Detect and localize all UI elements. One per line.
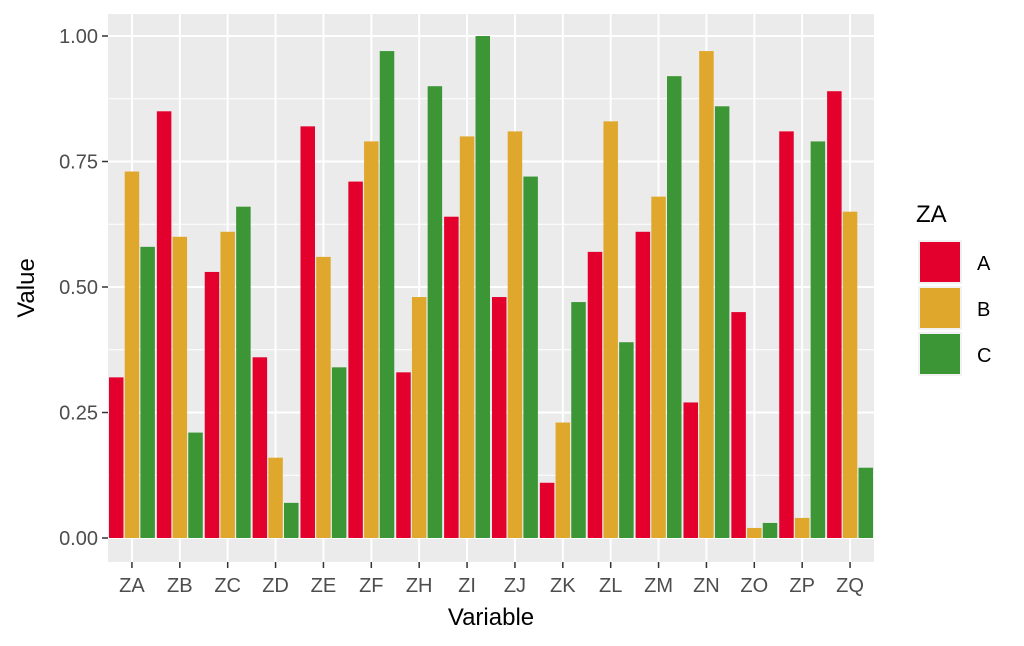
- x-tick-label: ZK: [550, 575, 576, 597]
- x-tick-label: ZE: [311, 575, 337, 597]
- x-tick-label: ZO: [740, 575, 768, 597]
- legend-items: A B C: [918, 240, 991, 376]
- bar-ZO-A: [731, 312, 746, 538]
- bar-ZD-B: [268, 457, 283, 538]
- bars-group: [108, 36, 874, 539]
- bar-ZI-B: [459, 136, 475, 538]
- bar-ZI-C: [475, 36, 491, 538]
- bar-ZN-B: [699, 51, 714, 539]
- x-tick-label: ZB: [167, 575, 193, 597]
- y-tick-label: 1.00: [59, 26, 98, 48]
- bar-ZJ-C: [523, 176, 538, 538]
- bar-ZP-A: [779, 131, 794, 538]
- legend-swatch-B: [920, 288, 960, 328]
- bar-ZA-B: [124, 171, 140, 539]
- bar-ZM-B: [651, 196, 666, 538]
- x-tick-label: ZL: [599, 575, 622, 597]
- bar-ZP-B: [794, 517, 810, 538]
- bar-ZC-B: [220, 231, 235, 538]
- x-tick-label: ZA: [119, 575, 145, 597]
- x-tick-label: ZI: [458, 575, 476, 597]
- x-tick-label: ZM: [644, 575, 673, 597]
- bar-ZH-A: [396, 372, 411, 538]
- bar-ZO-B: [747, 527, 762, 538]
- bar-ZQ-B: [842, 211, 858, 538]
- x-tick-label: ZD: [262, 575, 289, 597]
- bar-ZD-A: [252, 357, 268, 538]
- bar-ZA-C: [140, 246, 155, 538]
- bar-ZK-A: [539, 482, 555, 538]
- x-axis: ZA ZB ZC ZD ZE ZF ZH ZI ZJ ZK ZL ZM ZN ZO ZP ZQ: [119, 562, 864, 597]
- bar-ZP-C: [810, 141, 826, 539]
- x-tick-label: ZP: [789, 575, 815, 597]
- bar-ZM-A: [635, 231, 651, 538]
- bar-ZB-C: [188, 432, 203, 538]
- x-tick-label: ZF: [359, 575, 383, 597]
- bar-ZH-B: [411, 297, 427, 538]
- bar-ZL-A: [587, 251, 603, 539]
- bar-ZN-A: [683, 402, 698, 538]
- bar-ZF-A: [348, 181, 363, 538]
- x-tick-label: ZQ: [836, 575, 864, 597]
- bar-ZL-C: [619, 342, 634, 538]
- x-tick-label: ZC: [214, 575, 241, 597]
- y-tick-label: 0.00: [59, 528, 98, 550]
- bar-ZE-B: [316, 256, 331, 538]
- y-tick-label: 0.25: [59, 403, 98, 425]
- bar-ZK-C: [571, 302, 586, 538]
- x-tick-label: ZN: [693, 575, 720, 597]
- bar-ZF-C: [379, 51, 395, 539]
- bar-ZF-B: [364, 141, 379, 539]
- y-tick-label: 0.75: [59, 152, 98, 174]
- bar-ZC-C: [236, 206, 251, 538]
- bar-ZD-C: [284, 502, 299, 538]
- legend-swatch-C: [920, 334, 960, 374]
- legend-swatch-A: [920, 242, 960, 282]
- bar-ZE-C: [331, 367, 347, 538]
- legend-label-A: A: [977, 253, 991, 275]
- y-axis-title: Value: [13, 258, 40, 318]
- bar-ZK-B: [555, 422, 571, 538]
- bar-ZQ-C: [858, 467, 874, 538]
- legend-title: ZA: [916, 201, 947, 228]
- bar-ZA-A: [108, 377, 124, 538]
- bar-ZM-C: [667, 76, 682, 538]
- bar-ZE-A: [300, 126, 315, 539]
- y-tick-label: 0.50: [59, 277, 98, 299]
- bar-ZL-B: [603, 121, 618, 538]
- legend-label-B: B: [977, 299, 990, 321]
- legend-label-C: C: [977, 345, 991, 367]
- y-axis: 0.00 0.25 0.50 0.75 1.00: [59, 26, 108, 550]
- bar-ZH-C: [427, 86, 443, 538]
- legend: ZA A B C: [916, 201, 991, 376]
- bar-ZQ-A: [827, 91, 842, 538]
- bar-ZB-B: [172, 236, 188, 539]
- bar-ZC-A: [204, 271, 220, 538]
- bar-ZI-A: [444, 216, 459, 538]
- bar-ZO-C: [762, 522, 778, 538]
- minor-gridlines: [108, 98, 874, 476]
- x-axis-title: Variable: [448, 604, 534, 631]
- bar-ZJ-B: [507, 131, 523, 538]
- bar-ZJ-A: [491, 297, 507, 538]
- bar-ZN-C: [714, 106, 730, 538]
- bar-ZB-A: [156, 111, 172, 539]
- x-tick-label: ZH: [406, 575, 433, 597]
- x-tick-label: ZJ: [504, 575, 526, 597]
